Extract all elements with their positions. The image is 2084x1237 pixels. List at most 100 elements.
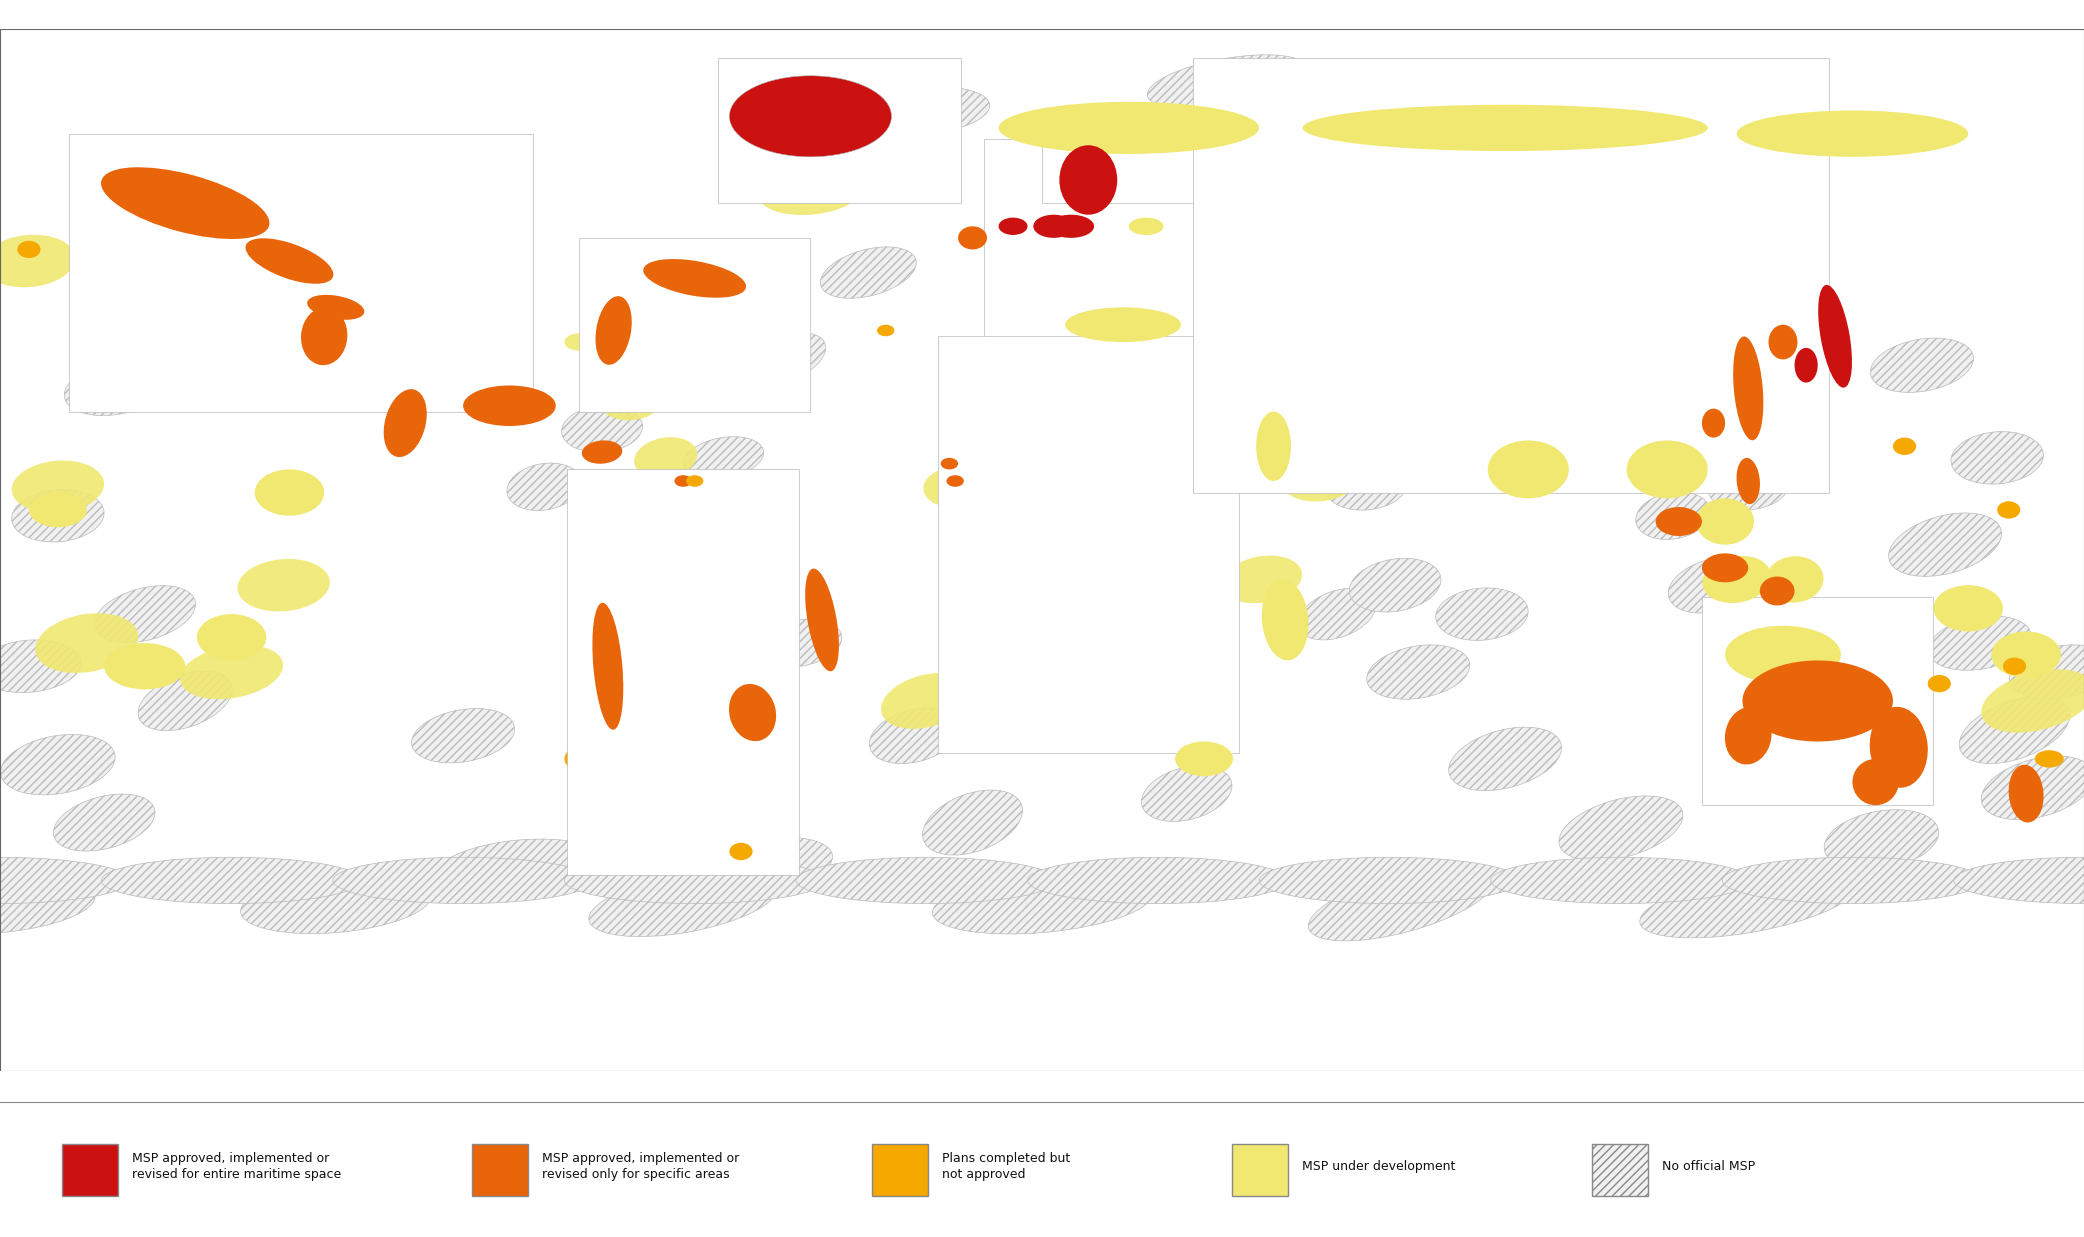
Ellipse shape bbox=[1982, 756, 2084, 820]
Bar bbox=[1042, 134, 1215, 203]
Bar bbox=[1703, 596, 1934, 805]
Ellipse shape bbox=[1221, 555, 1302, 604]
Ellipse shape bbox=[138, 672, 231, 731]
Ellipse shape bbox=[565, 857, 825, 903]
Text: MSP approved, implemented or
revised only for specific areas: MSP approved, implemented or revised onl… bbox=[542, 1152, 740, 1181]
Ellipse shape bbox=[246, 239, 333, 283]
Ellipse shape bbox=[0, 735, 115, 795]
FancyBboxPatch shape bbox=[1232, 1144, 1288, 1196]
Ellipse shape bbox=[1721, 857, 1982, 903]
Ellipse shape bbox=[100, 167, 269, 239]
Ellipse shape bbox=[506, 463, 581, 511]
Ellipse shape bbox=[1175, 741, 1234, 777]
Bar bbox=[938, 336, 1238, 753]
Ellipse shape bbox=[1736, 458, 1761, 505]
Ellipse shape bbox=[756, 618, 842, 667]
Ellipse shape bbox=[1059, 145, 1117, 215]
Ellipse shape bbox=[581, 440, 623, 464]
Ellipse shape bbox=[1261, 579, 1309, 661]
Ellipse shape bbox=[17, 241, 40, 259]
Ellipse shape bbox=[94, 585, 196, 643]
Ellipse shape bbox=[1769, 324, 1796, 360]
Ellipse shape bbox=[13, 460, 104, 513]
Ellipse shape bbox=[1982, 669, 2084, 732]
Ellipse shape bbox=[723, 829, 759, 851]
Ellipse shape bbox=[729, 75, 892, 157]
Ellipse shape bbox=[932, 873, 1152, 934]
Ellipse shape bbox=[686, 475, 704, 487]
Ellipse shape bbox=[1726, 706, 1771, 764]
Ellipse shape bbox=[1817, 285, 1853, 387]
Ellipse shape bbox=[238, 559, 329, 611]
Ellipse shape bbox=[923, 790, 1023, 855]
Ellipse shape bbox=[0, 873, 96, 934]
Ellipse shape bbox=[333, 857, 594, 903]
Ellipse shape bbox=[1951, 432, 2042, 484]
Ellipse shape bbox=[998, 101, 1259, 153]
FancyBboxPatch shape bbox=[63, 1144, 117, 1196]
Ellipse shape bbox=[596, 296, 631, 365]
Ellipse shape bbox=[877, 324, 894, 336]
Ellipse shape bbox=[65, 361, 167, 416]
Ellipse shape bbox=[959, 226, 988, 250]
Ellipse shape bbox=[1996, 501, 2019, 518]
Ellipse shape bbox=[723, 829, 759, 851]
Ellipse shape bbox=[0, 857, 129, 903]
Ellipse shape bbox=[673, 837, 832, 901]
Bar bbox=[69, 134, 534, 412]
FancyBboxPatch shape bbox=[471, 1144, 527, 1196]
Ellipse shape bbox=[729, 842, 752, 860]
Ellipse shape bbox=[300, 307, 348, 365]
Ellipse shape bbox=[254, 469, 325, 516]
Ellipse shape bbox=[13, 490, 104, 542]
Bar bbox=[984, 140, 1215, 343]
Ellipse shape bbox=[729, 684, 775, 741]
Ellipse shape bbox=[1257, 412, 1290, 481]
Ellipse shape bbox=[1302, 105, 1707, 151]
Ellipse shape bbox=[565, 334, 594, 351]
Ellipse shape bbox=[1928, 675, 1951, 693]
Ellipse shape bbox=[1325, 464, 1407, 510]
Ellipse shape bbox=[1523, 434, 1603, 481]
Ellipse shape bbox=[1436, 588, 1528, 641]
Bar bbox=[717, 58, 961, 203]
Ellipse shape bbox=[1765, 557, 1824, 602]
Ellipse shape bbox=[240, 873, 431, 934]
Ellipse shape bbox=[1955, 857, 2084, 903]
Ellipse shape bbox=[0, 640, 81, 693]
Ellipse shape bbox=[882, 673, 971, 729]
Ellipse shape bbox=[863, 87, 990, 135]
Ellipse shape bbox=[600, 380, 663, 421]
Ellipse shape bbox=[1703, 553, 1748, 583]
Ellipse shape bbox=[104, 643, 185, 689]
Ellipse shape bbox=[1034, 215, 1073, 238]
Ellipse shape bbox=[1048, 215, 1094, 238]
Ellipse shape bbox=[1824, 810, 1938, 870]
Ellipse shape bbox=[1759, 576, 1794, 605]
Ellipse shape bbox=[1642, 429, 1717, 475]
Ellipse shape bbox=[1148, 54, 1307, 109]
Ellipse shape bbox=[35, 614, 138, 673]
Ellipse shape bbox=[1703, 555, 1771, 602]
Ellipse shape bbox=[221, 199, 336, 254]
FancyBboxPatch shape bbox=[871, 1144, 927, 1196]
Ellipse shape bbox=[561, 406, 642, 453]
Text: MSP approved, implemented or
revised for entire maritime space: MSP approved, implemented or revised for… bbox=[131, 1152, 342, 1181]
Ellipse shape bbox=[0, 235, 75, 287]
Ellipse shape bbox=[1640, 870, 1857, 938]
Ellipse shape bbox=[286, 278, 386, 336]
Ellipse shape bbox=[1959, 696, 2069, 763]
Ellipse shape bbox=[1259, 857, 1519, 903]
Ellipse shape bbox=[1736, 110, 1967, 157]
Ellipse shape bbox=[1869, 706, 1928, 788]
Ellipse shape bbox=[1298, 589, 1375, 640]
Ellipse shape bbox=[1655, 507, 1703, 536]
Ellipse shape bbox=[1871, 338, 1974, 392]
Ellipse shape bbox=[306, 294, 365, 320]
Ellipse shape bbox=[796, 857, 1057, 903]
Ellipse shape bbox=[998, 218, 1027, 235]
Ellipse shape bbox=[1348, 558, 1440, 612]
FancyBboxPatch shape bbox=[1592, 1144, 1648, 1196]
Ellipse shape bbox=[684, 614, 763, 661]
Ellipse shape bbox=[2034, 750, 2063, 767]
